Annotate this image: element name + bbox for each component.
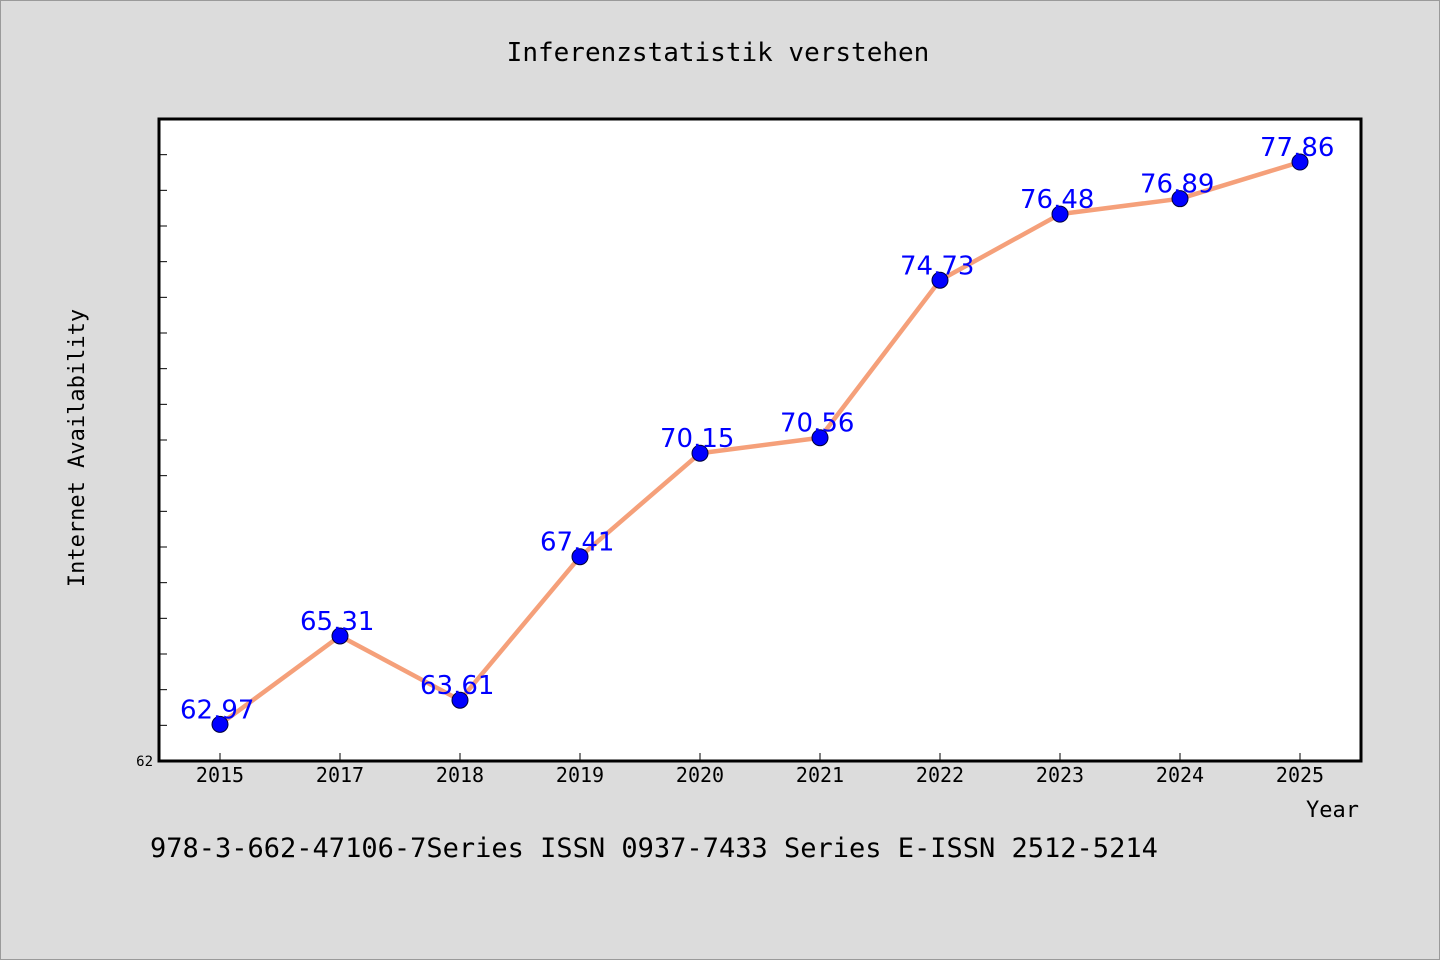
data-point [331, 627, 349, 645]
data-point [1291, 153, 1309, 171]
data-point [571, 548, 589, 566]
data-label: 65.31 [300, 607, 374, 637]
data-label: 63.61 [420, 671, 494, 701]
x-tick-label: 2024 [1156, 763, 1204, 787]
data-point [451, 691, 469, 709]
x-tick-label: 2015 [196, 763, 244, 787]
x-tick-label: 2021 [796, 763, 844, 787]
x-tick-label: 2020 [676, 763, 724, 787]
data-label: 76.48 [1020, 185, 1094, 215]
x-tick-label: 2017 [316, 763, 364, 787]
y-axis-label: Internet Availability [65, 309, 90, 587]
y-tick-label: 62 [136, 754, 153, 770]
x-axis-ticks: 2015 2017 2018 2019 2020 2021 2022 2023 2024 2025 [196, 753, 1324, 787]
isbn-footer: 978-3-662-47106-7Series ISSN 0937-7433 S… [150, 833, 1158, 864]
x-tick-label: 2022 [916, 763, 964, 787]
x-tick-label: 2023 [1036, 763, 1084, 787]
data-label: 77.86 [1260, 133, 1334, 163]
series-line [218, 159, 1301, 727]
data-label: 70.56 [780, 409, 854, 439]
data-label: 70.15 [660, 424, 734, 454]
data-point [691, 444, 709, 462]
data-point [931, 271, 949, 289]
x-tick-label: 2019 [556, 763, 604, 787]
x-tick-label: 2025 [1276, 763, 1324, 787]
series-markers [211, 153, 1309, 733]
x-tick-label: 2018 [436, 763, 484, 787]
data-label: 67.41 [540, 528, 614, 558]
data-label: 74.73 [900, 251, 974, 281]
data-label: 76.89 [1140, 170, 1214, 200]
plot-area [157, 117, 1363, 763]
data-point [1051, 205, 1069, 223]
data-labels: 62.97 65.31 63.61 67.41 70.15 70.56 74.73 76.48… [180, 133, 1334, 725]
data-point [811, 429, 829, 447]
data-label: 62.97 [180, 695, 254, 725]
chart-title: Inferenzstatistik verstehen [507, 38, 930, 68]
data-point [1171, 190, 1189, 208]
y-axis-ticks: 62 [136, 154, 167, 770]
x-axis-label: Year [1306, 798, 1359, 823]
data-point [211, 715, 229, 733]
